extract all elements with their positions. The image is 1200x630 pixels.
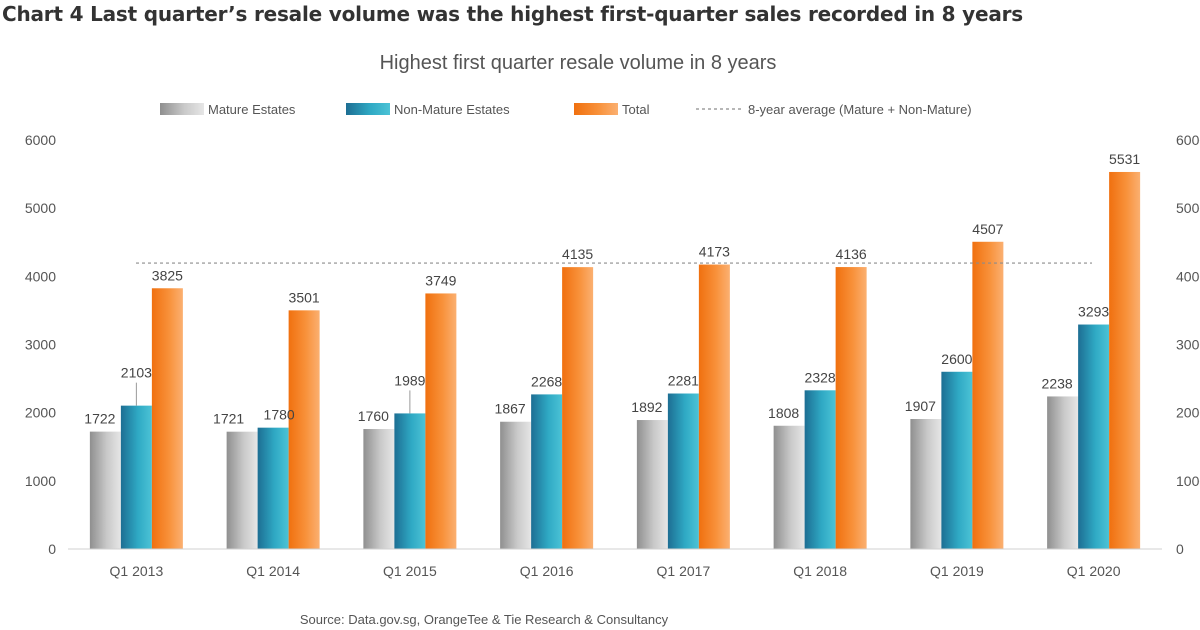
chart-title: Highest first quarter resale volume in 8… <box>380 52 777 74</box>
legend: Mature Estates Non-Mature Estates Total 8-y… <box>160 102 972 117</box>
bar-non-mature <box>1078 324 1110 549</box>
y-axis: 0 1000 2000 3000 4000 5000 6000 <box>25 132 56 557</box>
x-category-label: Q1 2014 <box>246 563 300 579</box>
data-label-non-mature: 1780 <box>264 407 295 423</box>
data-label-non-mature: 2103 <box>121 365 152 381</box>
data-label-total: 4136 <box>836 246 867 262</box>
bar-non-mature <box>257 427 289 549</box>
bar-non-mature <box>804 390 836 549</box>
bar-mature <box>89 431 121 549</box>
data-label-mature: 1721 <box>213 411 244 427</box>
data-label-non-mature: 3293 <box>1078 304 1109 320</box>
bar-non-mature <box>120 405 152 549</box>
bar-total <box>698 264 730 549</box>
data-label-total: 3825 <box>152 267 183 283</box>
legend-swatch-total <box>574 103 618 115</box>
bar-non-mature <box>531 394 563 549</box>
x-category-label: Q1 2016 <box>520 563 574 579</box>
data-label-mature: 1867 <box>495 401 526 417</box>
bar-mature <box>636 420 668 549</box>
data-label-non-mature: 2281 <box>668 373 699 389</box>
y2-tick-label: 4000 <box>1176 268 1200 284</box>
y2-tick-label: 5000 <box>1176 200 1200 216</box>
bars <box>89 171 1141 550</box>
x-category-label: Q1 2020 <box>1067 563 1121 579</box>
bar-total <box>425 293 457 549</box>
bar-total <box>562 267 594 549</box>
legend-label-mature: Mature Estates <box>208 102 296 117</box>
bar-total <box>835 267 867 549</box>
data-label-mature: 1808 <box>768 405 799 421</box>
y-tick-label: 5000 <box>25 200 56 216</box>
data-label-total: 3501 <box>289 289 320 305</box>
data-label-non-mature: 2328 <box>805 369 836 385</box>
data-label-mature: 1892 <box>631 399 662 415</box>
y2-tick-label: 2000 <box>1176 405 1200 421</box>
y-tick-label: 2000 <box>25 405 56 421</box>
data-label-mature: 1907 <box>905 398 936 414</box>
data-label-mature: 1760 <box>358 408 389 424</box>
bar-non-mature <box>394 413 426 549</box>
data-labels: 1722 2103 3825 1721 1780 3501 1760 1989 3749 1867… <box>84 151 1140 427</box>
x-category-label: Q1 2015 <box>383 563 437 579</box>
bar-total <box>1109 171 1141 550</box>
data-label-total: 5531 <box>1109 151 1140 167</box>
data-label-non-mature: 2268 <box>531 373 562 389</box>
bar-mature <box>910 419 942 549</box>
data-label-non-mature: 1989 <box>394 372 425 388</box>
legend-label-non-mature: Non-Mature Estates <box>394 102 510 117</box>
y-tick-label: 0 <box>48 541 56 557</box>
bar-mature <box>500 421 532 549</box>
x-category-label: Q1 2019 <box>930 563 984 579</box>
y-tick-label: 1000 <box>25 473 56 489</box>
legend-label-total: Total <box>622 102 650 117</box>
x-category-label: Q1 2018 <box>793 563 847 579</box>
y2-tick-label: 1000 <box>1176 473 1200 489</box>
data-label-mature: 2238 <box>1042 375 1073 391</box>
bar-mature <box>226 431 258 549</box>
bar-mature <box>363 429 395 549</box>
y-tick-label: 4000 <box>25 268 56 284</box>
bar-total <box>288 310 320 549</box>
legend-swatch-non-mature <box>346 103 390 115</box>
bar-mature <box>1047 396 1079 549</box>
legend-label-average: 8-year average (Mature + Non-Mature) <box>748 102 972 117</box>
bar-mature <box>773 425 805 549</box>
headline: Chart 4 Last quarter’s resale volume was… <box>2 2 1023 26</box>
x-category-label: Q1 2013 <box>110 563 164 579</box>
y-tick-label: 6000 <box>25 132 56 148</box>
source-note: Source: Data.gov.sg, OrangeTee & Tie Res… <box>300 612 669 627</box>
data-label-total: 4135 <box>562 246 593 262</box>
data-label-total: 4173 <box>699 244 730 260</box>
y2-tick-label: 0 <box>1176 541 1184 557</box>
bar-non-mature <box>941 371 973 549</box>
x-category-label: Q1 2017 <box>657 563 711 579</box>
y2-axis: 0 1000 2000 3000 4000 5000 6000 <box>1176 132 1200 557</box>
x-axis: Q1 2013 Q1 2014 Q1 2015 Q1 2016 Q1 2017 Q1 20… <box>68 548 1162 579</box>
data-label-non-mature: 2600 <box>941 351 972 367</box>
bar-non-mature <box>667 393 699 549</box>
legend-swatch-mature <box>160 103 204 115</box>
data-label-mature: 1722 <box>84 411 115 427</box>
bar-total <box>151 288 183 549</box>
y-tick-label: 3000 <box>25 337 56 353</box>
bar-total <box>972 241 1004 549</box>
y2-tick-label: 6000 <box>1176 132 1200 148</box>
y2-tick-label: 3000 <box>1176 337 1200 353</box>
data-label-total: 4507 <box>972 221 1003 237</box>
data-label-total: 3749 <box>425 272 456 288</box>
